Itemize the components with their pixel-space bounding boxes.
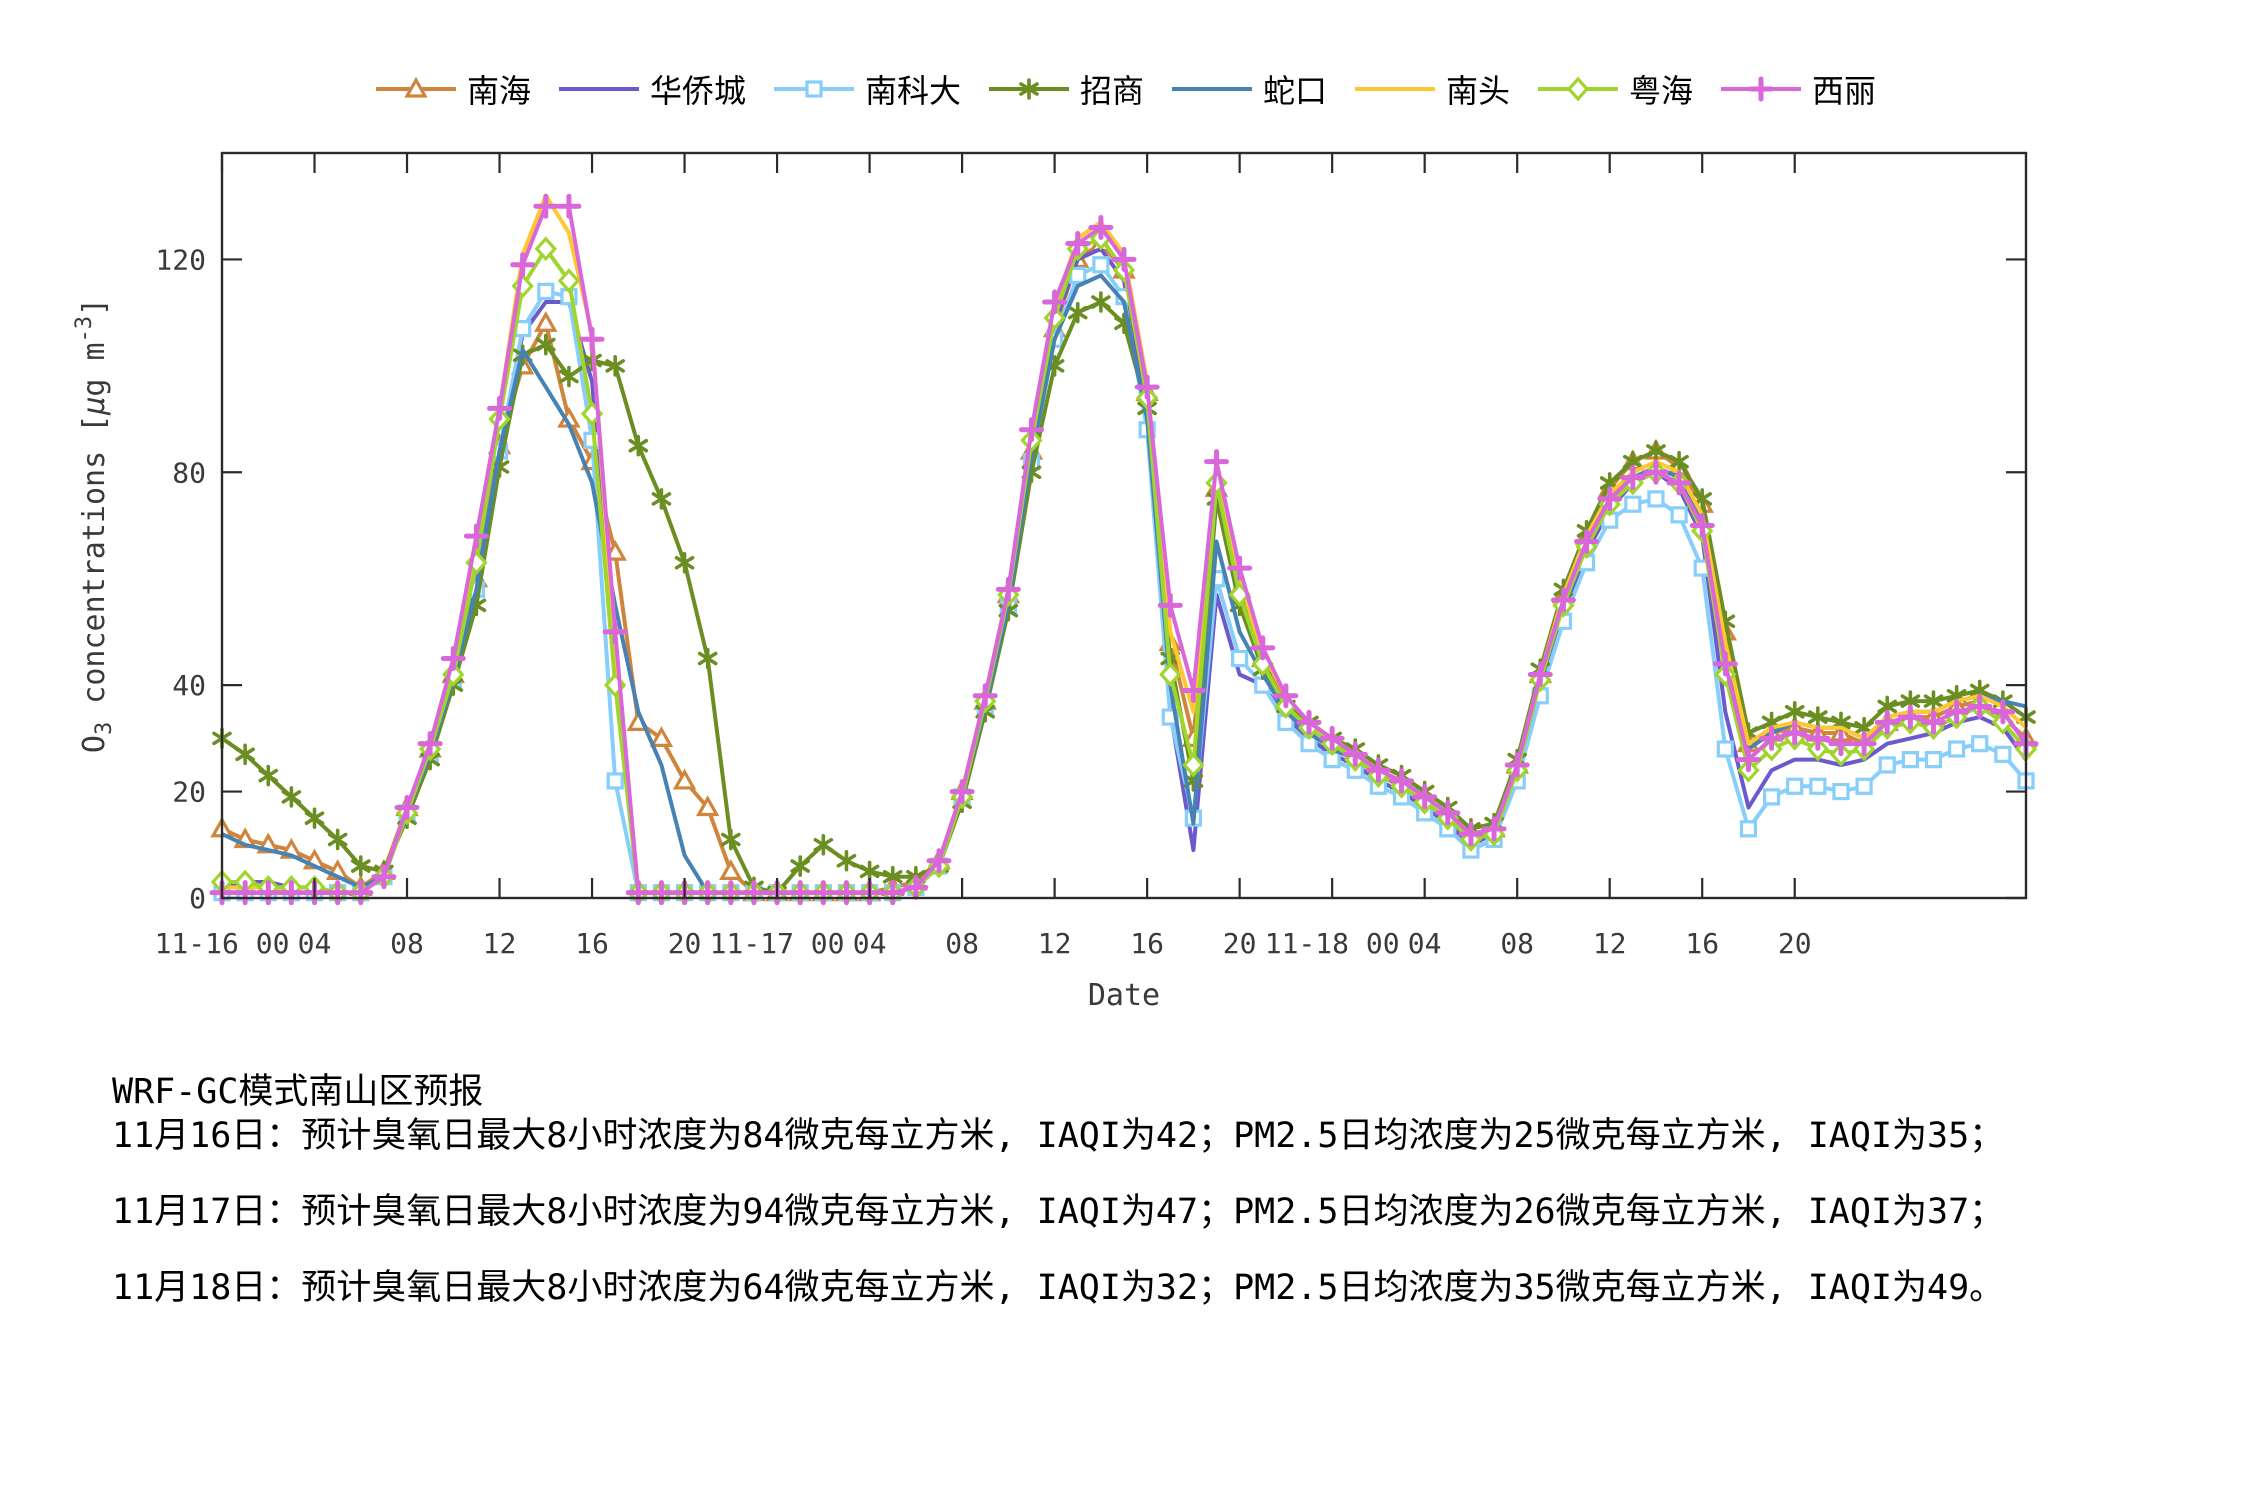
y-tick-label: 0 xyxy=(189,882,206,915)
plot-border xyxy=(220,151,2028,900)
legend-label-7: 西丽 xyxy=(1812,72,1877,110)
legend-item-3: 招商 xyxy=(987,66,1144,112)
x-tick-label: 08 xyxy=(1500,927,1534,960)
legend-item-4: 蛇口 xyxy=(1170,66,1327,112)
x-tick-label: 12 xyxy=(483,927,517,960)
legend-label-5: 南头 xyxy=(1446,72,1511,110)
x-tick-label: 20 xyxy=(1778,927,1812,960)
y-tick-label: 80 xyxy=(172,456,206,489)
forecast-title: WRF-GC模式南山区预报 xyxy=(112,1072,484,1112)
legend-label-1: 华侨城 xyxy=(649,72,746,110)
x-tick-label: 11-18 00 xyxy=(1265,927,1400,960)
x-tick-label: 11-17 00 xyxy=(710,927,845,960)
chart-legend: 南海 华侨城 南科大 招商 蛇口 南头 粤海 西丽 xyxy=(0,66,2250,112)
legend-item-5: 南头 xyxy=(1353,66,1510,112)
legend-item-0: 南海 xyxy=(374,66,531,112)
y-tick-label: 20 xyxy=(172,776,206,809)
legend-sample-7 xyxy=(1721,76,1802,102)
x-tick-label: 16 xyxy=(1685,927,1719,960)
series-7 xyxy=(209,193,2039,906)
legend-sample-0 xyxy=(375,76,456,98)
x-tick-label: 08 xyxy=(390,927,424,960)
legend-label-3: 招商 xyxy=(1079,72,1144,110)
x-tick-label: 11-16 00 xyxy=(155,927,290,960)
legend-label-2: 南科大 xyxy=(864,72,961,110)
x-tick-label: 20 xyxy=(668,927,702,960)
legend-item-7: 西丽 xyxy=(1719,66,1876,112)
legend-sample-4 xyxy=(1172,87,1252,91)
legend-sample-5 xyxy=(1355,87,1436,91)
legend-sample-1 xyxy=(558,87,639,91)
legend-item-1: 华侨城 xyxy=(557,66,746,112)
y-tick-label: 120 xyxy=(155,243,206,276)
x-tick-label: 12 xyxy=(1038,927,1072,960)
forecast-text-block: WRF-GC模式南山区预报 11月16日：预计臭氧日最大8小时浓度为84微克每立… xyxy=(112,1070,2004,1310)
x-tick-label: 04 xyxy=(298,927,332,960)
forecast-line-nov16: 11月16日：预计臭氧日最大8小时浓度为84微克每立方米, IAQI为42；PM… xyxy=(112,1116,2005,1156)
x-tick-label: 08 xyxy=(945,927,979,960)
x-tick-label: 20 xyxy=(1223,927,1257,960)
series-0 xyxy=(210,231,2038,902)
x-tick-label: 12 xyxy=(1593,927,1627,960)
series-2 xyxy=(213,256,2035,902)
y-tick-label: 40 xyxy=(172,669,206,702)
x-tick-label: 04 xyxy=(853,927,887,960)
series-line-1 xyxy=(221,246,2028,895)
x-tick-label: 16 xyxy=(575,927,609,960)
legend-sample-6 xyxy=(1538,76,1619,102)
x-tick-label: 16 xyxy=(1130,927,1164,960)
forecast-line-nov17: 11月17日：预计臭氧日最大8小时浓度为94微克每立方米, IAQI为47；PM… xyxy=(112,1192,2005,1232)
series-line-3 xyxy=(220,300,2028,895)
legend-item-2: 南科大 xyxy=(772,66,961,112)
legend-label-4: 蛇口 xyxy=(1263,72,1328,110)
y-axis-title: O3 concentrations [µg m-3] xyxy=(72,298,117,753)
legend-label-6: 粤海 xyxy=(1629,72,1694,110)
legend-item-6: 粤海 xyxy=(1536,66,1693,112)
legend-sample-3 xyxy=(988,78,1069,100)
forecast-line-nov18: 11月18日：预计臭氧日最大8小时浓度为64微克每立方米, IAQI为32；PM… xyxy=(112,1268,2005,1308)
x-axis-title: Date xyxy=(1088,978,1160,1013)
legend-label-0: 南海 xyxy=(466,72,531,110)
x-tick-label: 04 xyxy=(1408,927,1442,960)
legend-sample-2 xyxy=(773,80,854,98)
series-1 xyxy=(221,246,2028,895)
